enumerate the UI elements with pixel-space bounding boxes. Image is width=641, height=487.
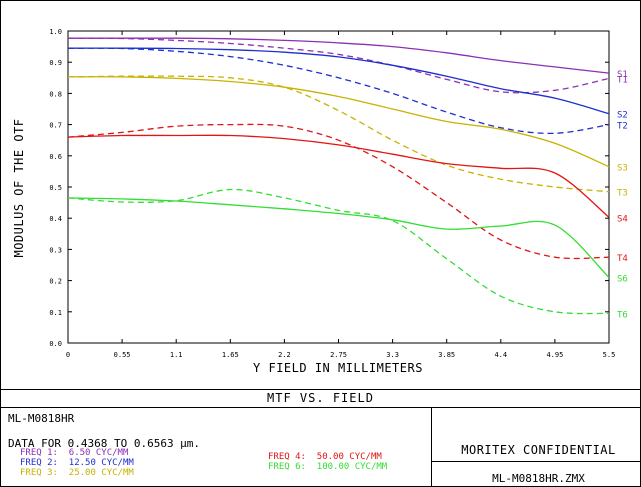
series-label-s1: S1 — [617, 70, 628, 80]
axis-ticks: 0 0.55 1.1 1.65 2.2 2.75 3.3 3.85 4.4 4.95 5.5 0.0 0… — [49, 28, 615, 359]
freq-value: 50.00 CYC/MM — [305, 452, 382, 462]
y-tick-label: 0.3 — [49, 246, 62, 254]
x-tick-label: 0 — [66, 351, 70, 359]
x-tick-label: 3.3 — [386, 351, 399, 359]
series-line-s3 — [67, 76, 610, 168]
series-label-t3: T3 — [617, 189, 628, 199]
series-line-s4 — [67, 134, 610, 218]
y-tick-label: 0.7 — [49, 122, 62, 130]
series-line-t3 — [67, 75, 610, 193]
series-line-s6 — [67, 197, 610, 278]
series-line-t4 — [67, 123, 610, 260]
freq-value: 6.50 CYC/MM — [57, 448, 129, 458]
y-tick-label: 0.2 — [49, 278, 62, 286]
mtf-series-lines — [67, 37, 610, 315]
series-label-s2: S2 — [617, 111, 628, 121]
confidential-label: MORITEX CONFIDENTIAL — [461, 443, 616, 457]
freq-value: 12.50 CYC/MM — [57, 458, 134, 468]
x-tick-label: 3.85 — [438, 351, 455, 359]
freq-label: FREQ 4: — [268, 452, 306, 462]
freq-left-item-3: FREQ 3: 25.00 CYC/MM — [20, 468, 134, 478]
freq-value: 25.00 CYC/MM — [57, 468, 134, 478]
y-tick-label: 0.9 — [49, 59, 62, 67]
x-tick-label: 1.1 — [170, 351, 183, 359]
series-line-s1 — [68, 37, 610, 74]
series-line-s2 — [67, 47, 610, 115]
x-tick-label: 0.55 — [114, 351, 131, 359]
freq-label: FREQ 3: — [20, 468, 58, 478]
y-tick-label: 0.1 — [49, 309, 62, 317]
freq-label: FREQ 1: — [20, 448, 58, 458]
y-tick-label: 0.8 — [49, 90, 62, 98]
series-label-t2: T2 — [617, 122, 628, 132]
y-tick-label: 1.0 — [49, 28, 62, 36]
freq-left-item-1: FREQ 1: 6.50 CYC/MM — [20, 448, 128, 458]
freq-value: 100.00 CYC/MM — [305, 462, 388, 472]
freq-right-item-1: FREQ 4: 50.00 CYC/MM — [268, 452, 382, 462]
x-tick-label: 2.75 — [330, 351, 347, 359]
chart-title: MTF VS. FIELD — [267, 391, 374, 405]
freq-label: FREQ 2: — [20, 458, 58, 468]
y-tick-label: 0.5 — [49, 184, 62, 192]
x-tick-label: 4.95 — [546, 351, 563, 359]
series-label-t1: T1 — [617, 75, 628, 85]
x-tick-label: 2.2 — [278, 351, 291, 359]
freq-label: FREQ 6: — [268, 462, 306, 472]
y-tick-label: 0.6 — [49, 153, 62, 161]
y-axis-label: MODULUS OF THE OTF — [12, 118, 26, 257]
series-label-t6: T6 — [617, 310, 628, 320]
y-tick-label: 0.4 — [49, 215, 62, 223]
series-line-t6 — [67, 188, 610, 315]
series-label-s3: S3 — [617, 164, 628, 174]
x-tick-label: 1.65 — [222, 351, 239, 359]
series-label-t4: T4 — [617, 254, 628, 264]
freq-right-item-2: FREQ 6: 100.00 CYC/MM — [268, 462, 387, 472]
wavelength-range: DATA FOR 0.4368 TO 0.6563 µm. — [8, 437, 201, 450]
lens-name: ML-M0818HR — [8, 412, 75, 425]
series-line-t2 — [67, 47, 610, 135]
y-tick-label: 0.0 — [49, 340, 62, 348]
series-label-s6: S6 — [617, 274, 628, 284]
x-tick-label: 5.5 — [603, 351, 616, 359]
x-axis-label: Y FIELD IN MILLIMETERS — [253, 361, 423, 375]
series-label-s4: S4 — [617, 214, 628, 224]
freq-left-item-2: FREQ 2: 12.50 CYC/MM — [20, 458, 134, 468]
x-tick-label: 4.4 — [494, 351, 507, 359]
series-line-t1 — [67, 37, 610, 94]
file-name: ML-M0818HR.ZMX — [492, 472, 585, 485]
